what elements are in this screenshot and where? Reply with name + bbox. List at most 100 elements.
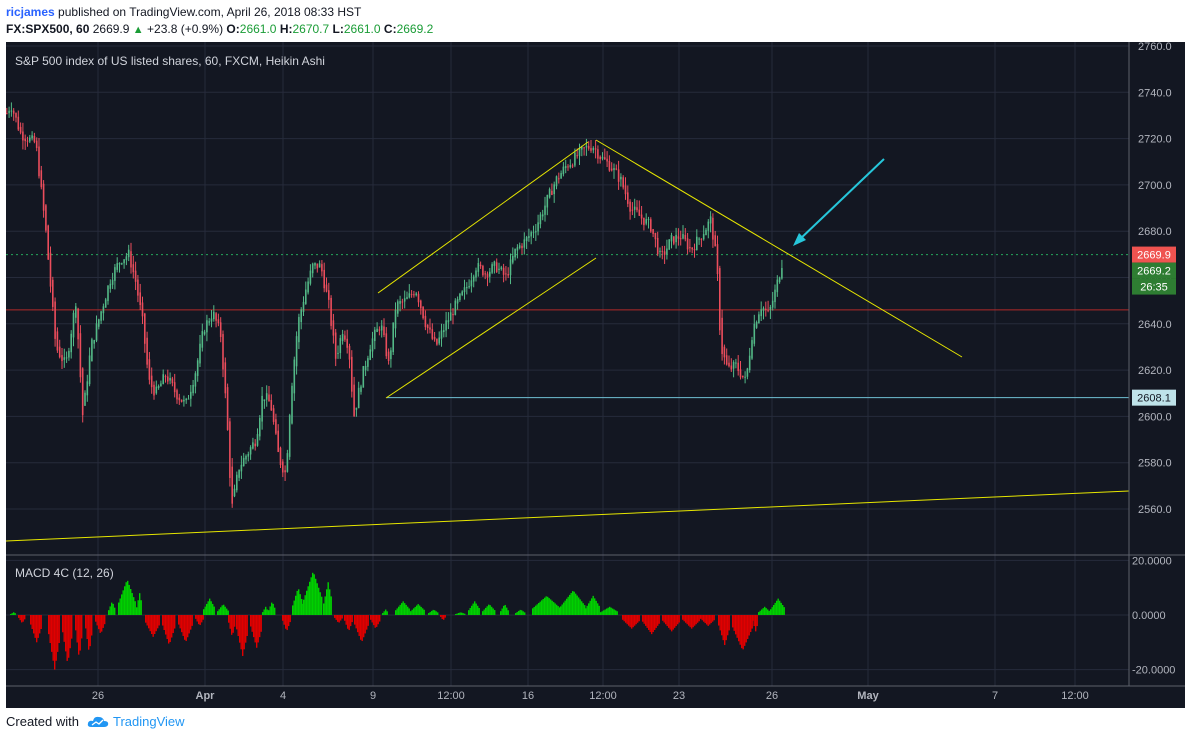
macd-bar xyxy=(243,615,245,650)
candle-body xyxy=(650,219,652,232)
candle-body xyxy=(767,309,769,311)
candle-body xyxy=(164,376,167,378)
candle-body xyxy=(295,336,298,367)
author-name[interactable]: ricjames xyxy=(6,5,55,19)
candle-body xyxy=(325,284,328,292)
candle-body xyxy=(629,201,631,212)
time-axis[interactable]: 26 Apr 4 9 12:00 16 12:00 23 26 May 7 12:00 xyxy=(92,690,1089,702)
macd-bar xyxy=(767,609,769,615)
candle-body xyxy=(91,339,93,362)
candle-body xyxy=(194,373,197,387)
close-price-tag: 2669.2 xyxy=(1137,266,1171,278)
candle-body xyxy=(514,248,516,258)
candle-body xyxy=(500,267,503,269)
macd-bar xyxy=(195,615,197,619)
candle-body xyxy=(712,217,714,240)
macd-bar xyxy=(22,615,24,622)
candle-body xyxy=(265,393,268,400)
candle-body xyxy=(19,126,22,133)
candle-body xyxy=(530,232,532,237)
macd-bar xyxy=(461,612,463,615)
candle-body xyxy=(730,365,733,370)
macd-bar xyxy=(632,615,634,628)
macd-bar xyxy=(579,599,581,615)
candle-body xyxy=(748,355,751,371)
macd-bar xyxy=(707,615,709,626)
macd-bar xyxy=(212,603,214,615)
candle-body xyxy=(673,236,675,244)
macd-bar xyxy=(30,615,32,625)
candle-body xyxy=(714,235,716,247)
candle-body xyxy=(125,256,128,261)
macd-bar xyxy=(282,615,284,621)
macd-tick-label: 20.0000 xyxy=(1132,555,1172,567)
macd-bar xyxy=(204,606,206,615)
candle-body xyxy=(261,395,263,422)
macd-bar xyxy=(149,615,151,632)
candle-body xyxy=(383,326,385,336)
candle-body xyxy=(201,331,204,348)
candle-body xyxy=(144,313,146,344)
candle-body xyxy=(560,173,562,179)
macd-bar xyxy=(413,608,415,615)
candle-body xyxy=(203,331,206,335)
macd-bar xyxy=(326,589,328,615)
macd-bar xyxy=(57,615,59,652)
candle-body xyxy=(42,183,45,211)
macd-bar xyxy=(553,602,555,615)
macd-bar xyxy=(500,611,502,615)
candle-body xyxy=(622,177,624,188)
candle-body xyxy=(705,229,707,236)
countdown-tag-box xyxy=(1132,278,1176,295)
chart-canvas[interactable]: 2760.02740.02720.02700.02680.02660.02640… xyxy=(0,0,1192,710)
candle-body xyxy=(707,221,710,231)
candle-body xyxy=(578,148,581,156)
macd-bar xyxy=(289,615,291,623)
publish-text: published on TradingView.com, April 26, … xyxy=(58,5,362,19)
candle-body xyxy=(466,287,468,289)
candle-body xyxy=(249,447,252,455)
candle-body xyxy=(61,355,63,362)
candle-body xyxy=(408,293,411,298)
macd-bar xyxy=(236,615,238,630)
macd-bar xyxy=(654,615,656,630)
macd-bar xyxy=(733,615,735,631)
candle-body xyxy=(88,355,91,385)
price-axis[interactable]: 2760.02740.02720.02700.02680.02660.02640… xyxy=(1132,41,1175,677)
macd-bar xyxy=(127,580,129,615)
macd-bar xyxy=(665,615,667,625)
candle-body xyxy=(693,249,696,251)
candle-body xyxy=(364,365,367,371)
candle-body xyxy=(263,399,266,402)
macd-bar xyxy=(256,615,258,648)
tradingview-cloud-icon[interactable] xyxy=(87,715,109,729)
macd-bar xyxy=(589,600,591,615)
grid xyxy=(6,42,1129,686)
macd-bar xyxy=(21,615,23,623)
candle-body xyxy=(148,359,151,380)
tradingview-brand[interactable]: TradingView xyxy=(112,714,185,729)
candle-body xyxy=(670,235,673,242)
candle-body xyxy=(118,263,121,265)
macd-bar xyxy=(51,615,53,652)
up-triangle-icon: ▲ xyxy=(132,24,144,36)
candle-body xyxy=(162,374,164,385)
macd-bar xyxy=(417,604,419,615)
candle-body xyxy=(35,140,38,148)
macd-bar xyxy=(443,615,445,620)
macd-bar xyxy=(750,615,752,633)
macd-bar xyxy=(482,611,484,615)
macd-bar xyxy=(604,609,606,615)
macd-bar xyxy=(607,607,609,615)
macd-bar xyxy=(598,605,600,615)
candle-body xyxy=(668,239,670,250)
candle-body xyxy=(254,443,256,447)
candle-body xyxy=(190,391,192,399)
macd-bar xyxy=(366,615,368,630)
candle-body xyxy=(226,387,229,430)
macd-bar xyxy=(677,615,679,625)
drawings[interactable] xyxy=(5,139,1130,542)
candle-body xyxy=(137,279,139,296)
candle-body xyxy=(599,156,601,160)
candle-body xyxy=(224,362,227,394)
